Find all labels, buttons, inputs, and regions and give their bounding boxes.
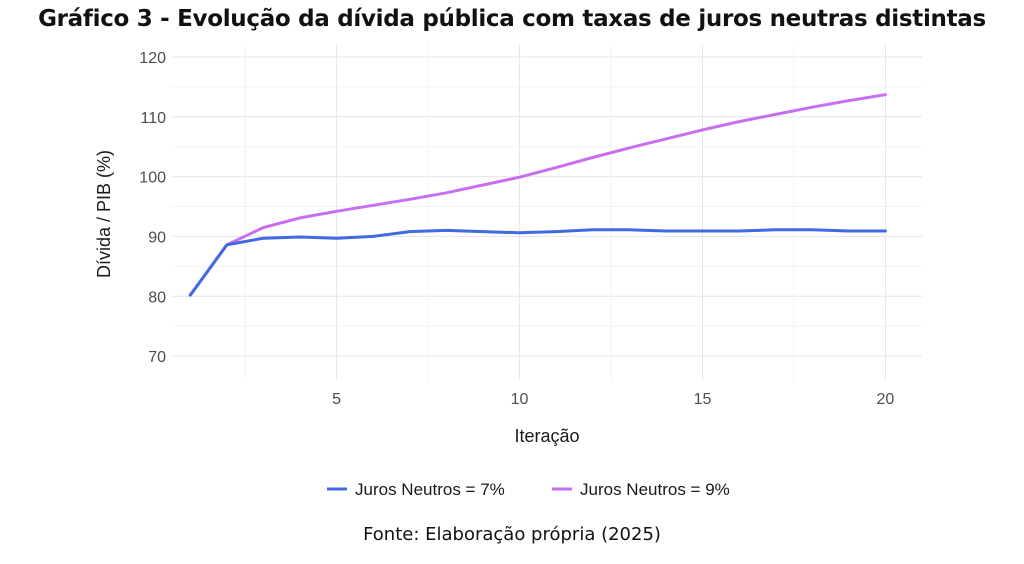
y-tick-label: 110 bbox=[140, 110, 166, 127]
x-tick-label: 10 bbox=[511, 391, 529, 408]
x-axis-title: Iteração bbox=[514, 426, 579, 446]
y-tick-label: 80 bbox=[148, 289, 166, 306]
x-tick-label: 5 bbox=[332, 391, 341, 408]
tick-labels: 70 80 90 100 110 120 5 10 15 20 bbox=[139, 50, 894, 408]
x-tick-label: 15 bbox=[694, 391, 712, 408]
y-axis-title: Dívida / PIB (%) bbox=[94, 150, 114, 278]
legend: Juros Neutros = 7% Juros Neutros = 9% bbox=[327, 480, 730, 499]
y-tick-label: 70 bbox=[148, 349, 166, 366]
legend-label-juros-9: Juros Neutros = 9% bbox=[580, 480, 730, 499]
x-tick-label: 20 bbox=[877, 391, 895, 408]
series-lines bbox=[188, 93, 887, 297]
y-tick-label: 90 bbox=[148, 229, 166, 246]
y-tick-label: 100 bbox=[139, 170, 166, 187]
y-tick-label: 120 bbox=[139, 50, 166, 67]
chart-title: Gráfico 3 - Evolução da dívida pública c… bbox=[38, 6, 986, 32]
legend-label-juros-7: Juros Neutros = 7% bbox=[355, 480, 505, 499]
grid bbox=[172, 45, 922, 380]
series-line-juros-9 bbox=[188, 93, 887, 297]
source-note: Fonte: Elaboração própria (2025) bbox=[363, 524, 661, 545]
series-line-juros-7 bbox=[188, 228, 887, 297]
